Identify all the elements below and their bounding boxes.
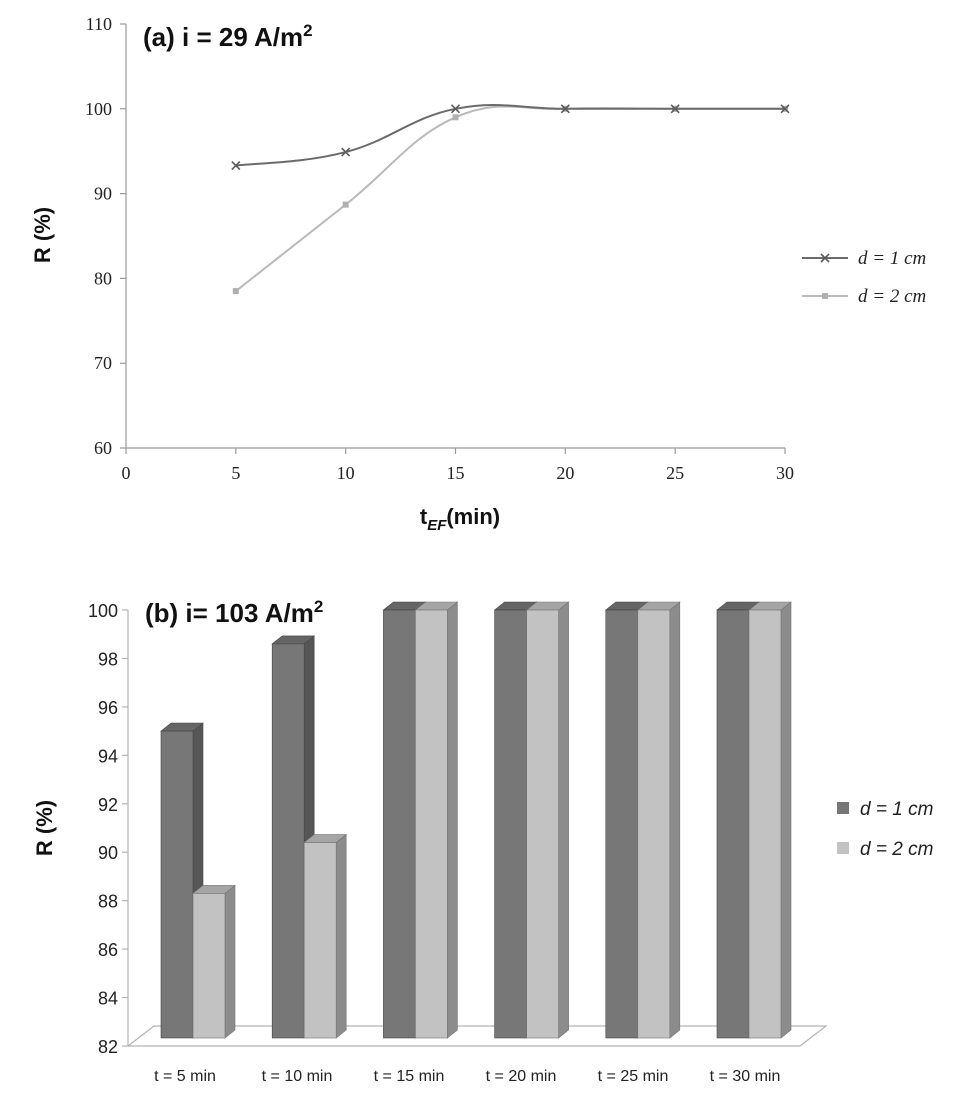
y-tick-label-b: 96 xyxy=(98,698,118,718)
data-point-x-marker xyxy=(450,104,461,114)
bar-2-3 xyxy=(414,601,459,1039)
chart-a-x-label: tEF(min) xyxy=(420,504,500,534)
x-tick-label-a: 10 xyxy=(337,463,355,483)
bar-2-2 xyxy=(303,833,348,1039)
data-point-x-marker xyxy=(341,147,351,157)
series-line-1 xyxy=(235,103,785,167)
y-tick-label-b: 92 xyxy=(98,795,118,815)
category-label: t = 20 min xyxy=(486,1068,557,1085)
legend-a-marker-square-icon xyxy=(822,293,828,299)
data-point-x-marker xyxy=(670,104,680,114)
chart-b-legend: d = 1 cm d = 2 cm xyxy=(837,799,933,860)
line-chart-a: 60 70 80 90 100 110 0 5 10 15 20 25 30 (a) i = 29 A… xyxy=(30,14,926,534)
category-label: t = 15 min xyxy=(374,1068,445,1085)
y-tick-label-b: 82 xyxy=(98,1037,118,1057)
y-tick-label-b: 84 xyxy=(98,989,118,1009)
legend-b-label-d1: d = 1 cm xyxy=(860,799,933,820)
y-tick-label-a: 80 xyxy=(94,268,112,288)
bar-chart-b: 82 84 86 88 90 92 94 96 98 100 t = 5 min t = 10 mi… xyxy=(32,597,933,1085)
series-line-2 xyxy=(235,105,785,292)
y-tick-label-b: 94 xyxy=(98,746,118,766)
chart-a-title: (a) i = 29 A/m2 xyxy=(143,21,313,52)
data-point-square-marker xyxy=(342,201,349,208)
chart-a-legend: d = 1 cm d = 2 cm xyxy=(802,248,926,307)
x-tick-label-a: 5 xyxy=(231,463,240,483)
chart-a-y-label: R (%) xyxy=(30,207,55,263)
y-tick-label-a: 90 xyxy=(94,184,112,204)
data-point-square-marker xyxy=(232,288,239,295)
category-label: t = 30 min xyxy=(710,1068,781,1085)
y-tick-label-b: 98 xyxy=(98,649,118,669)
x-tick-label-a: 25 xyxy=(666,463,684,483)
bar-2-6 xyxy=(748,601,792,1039)
chart-b-title: (b) i= 103 A/m2 xyxy=(145,597,323,628)
category-label: t = 5 min xyxy=(154,1068,216,1085)
chart-b-y-label: R (%) xyxy=(32,800,57,856)
x-tick-label-a: 15 xyxy=(447,463,465,483)
y-tick-label-a: 70 xyxy=(94,353,112,373)
legend-b-swatch-d1 xyxy=(837,802,849,814)
category-label: t = 10 min xyxy=(262,1068,333,1085)
y-tick-label-b: 86 xyxy=(98,940,118,960)
legend-b-swatch-d2 xyxy=(837,842,849,854)
data-point-x-marker xyxy=(231,161,241,171)
y-tick-label-a: 110 xyxy=(86,14,112,34)
y-tick-label-b: 100 xyxy=(88,601,118,621)
data-point-x-marker xyxy=(560,104,570,114)
bar-2-5 xyxy=(636,601,681,1039)
y-tick-label-b: 88 xyxy=(98,892,118,912)
chart-b-floor xyxy=(126,1025,828,1047)
data-point-x-marker xyxy=(780,104,790,114)
y-tick-label-a: 60 xyxy=(94,438,112,458)
legend-a-label-d1: d = 1 cm xyxy=(858,248,926,269)
x-tick-label-a: 30 xyxy=(776,463,794,483)
x-tick-label-a: 0 xyxy=(122,463,131,483)
legend-a-label-d2: d = 2 cm xyxy=(858,286,926,307)
data-point-square-marker xyxy=(452,114,459,121)
legend-b-label-d2: d = 2 cm xyxy=(860,839,933,860)
category-label: t = 25 min xyxy=(598,1068,669,1085)
legend-a-marker-x-icon xyxy=(820,253,830,263)
y-tick-label-a: 100 xyxy=(85,99,112,119)
bar-2-4 xyxy=(525,601,570,1039)
bar-2-1 xyxy=(192,884,236,1039)
x-tick-label-a: 20 xyxy=(556,463,574,483)
y-tick-label-b: 90 xyxy=(98,843,118,863)
